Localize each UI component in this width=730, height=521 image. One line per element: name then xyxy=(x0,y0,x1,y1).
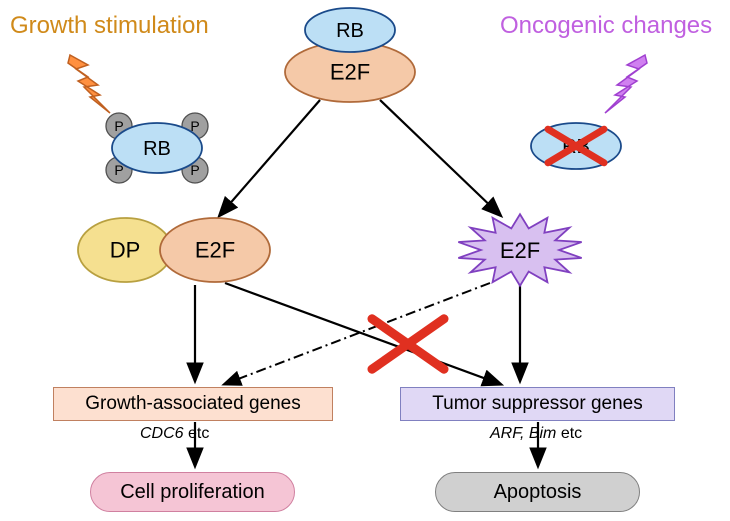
svg-text:RB: RB xyxy=(143,138,171,160)
cell-proliferation-label: Cell proliferation xyxy=(120,481,265,504)
growth-bolt-icon xyxy=(68,55,110,113)
oncogenic-changes-title: Oncogenic changes xyxy=(500,12,712,40)
deregulated-e2f-starburst: E2F xyxy=(458,214,581,286)
phospho-rb: RB xyxy=(112,123,202,173)
apoptosis-label: Apoptosis xyxy=(494,481,582,504)
diagram-canvas: PPPP E2FRB RB DPE2F RB E2F xyxy=(0,0,730,521)
svg-text:E2F: E2F xyxy=(500,238,540,263)
cell-proliferation-box: Cell proliferation xyxy=(90,472,295,512)
svg-text:RB: RB xyxy=(336,20,364,42)
growth-genes-box: Growth-associated genes xyxy=(53,387,333,421)
tumor-genes-label: Tumor suppressor genes xyxy=(432,393,643,415)
rb-e2f-complex: E2F RB xyxy=(285,8,415,102)
growth-stimulation-title: Growth stimulation xyxy=(10,12,209,40)
growth-genes-label: Growth-associated genes xyxy=(85,393,300,415)
tumor-genes-box: Tumor suppressor genes xyxy=(400,387,675,421)
svg-text:E2F: E2F xyxy=(195,238,235,263)
arf-bim-label: ARF, Bim etc xyxy=(490,425,582,443)
dp-e2f-complex: DP E2F xyxy=(78,218,270,282)
oncogenic-bolt-icon xyxy=(605,55,647,113)
svg-text:DP: DP xyxy=(110,238,141,263)
svg-text:E2F: E2F xyxy=(330,60,370,85)
apoptosis-box: Apoptosis xyxy=(435,472,640,512)
cdc6-label: CDC6 etc xyxy=(140,425,209,443)
red-x-icon xyxy=(372,319,444,369)
rb-crossed-out: RB xyxy=(531,123,621,169)
